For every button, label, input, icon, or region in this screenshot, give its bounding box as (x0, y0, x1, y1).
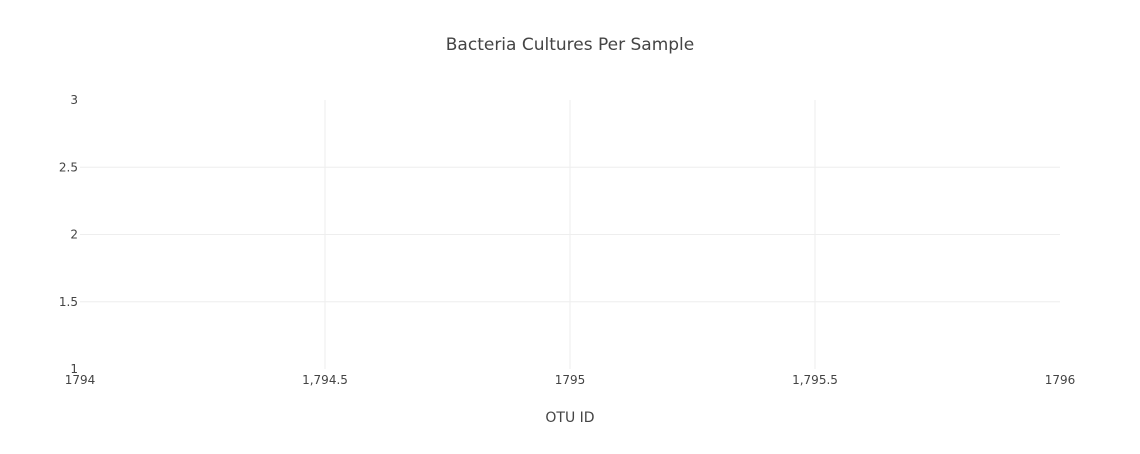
x-tick-labels: 1794 1,794.5 1795 1,795.5 1796 (65, 373, 1076, 387)
y-tick-label: 2.5 (59, 160, 78, 174)
chart-title: Bacteria Cultures Per Sample (446, 35, 694, 55)
x-tick-label: 1795 (555, 373, 586, 387)
x-tick-label: 1794 (65, 373, 96, 387)
y-tick-label: 2 (70, 228, 78, 242)
y-tick-label: 3 (70, 93, 78, 107)
y-tick-labels: 1 1.5 2 2.5 3 (59, 93, 78, 376)
x-axis-title: OTU ID (545, 410, 594, 426)
x-tick-label: 1,795.5 (792, 373, 838, 387)
x-tick-label: 1,794.5 (302, 373, 348, 387)
y-tick-label: 1 (70, 362, 78, 376)
y-gridlines (80, 166, 1060, 303)
x-tick-label: 1796 (1045, 373, 1076, 387)
y-tick-label: 1.5 (59, 295, 78, 309)
